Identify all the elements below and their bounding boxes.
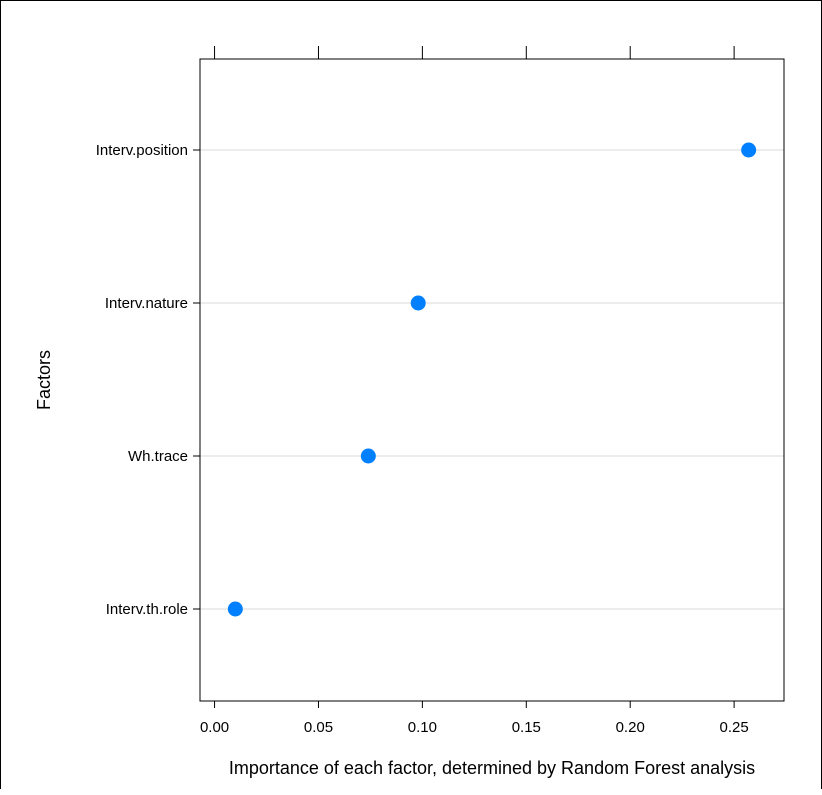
y-axis-tick-labels: Interv.position Interv.nature Wh.trace Inte… [96, 142, 188, 618]
x-tick-label: 0.00 [200, 719, 229, 736]
data-point [360, 448, 376, 464]
x-tick-label: 0.05 [304, 719, 333, 736]
plot-area-frame [199, 58, 785, 702]
y-axis-title: Factors [34, 350, 54, 410]
x-axis-tick-labels: 0.00 0.05 0.10 0.15 0.20 0.25 [200, 719, 749, 736]
x-axis-ticks [214, 46, 735, 708]
y-tick-label: Interv.th.role [106, 601, 188, 618]
x-tick-label: 0.10 [408, 719, 437, 736]
y-tick-label: Interv.nature [105, 295, 188, 312]
x-tick-label: 0.15 [512, 719, 541, 736]
data-point [227, 601, 243, 617]
x-axis-title: Importance of each factor, determined by… [229, 758, 755, 778]
x-tick-label: 0.25 [720, 719, 749, 736]
data-points [227, 142, 757, 617]
data-point [741, 142, 757, 158]
gridlines [193, 149, 784, 610]
data-point [410, 295, 426, 311]
y-tick-label: Wh.trace [128, 448, 188, 465]
y-tick-label: Interv.position [96, 142, 188, 159]
x-tick-label: 0.20 [616, 719, 645, 736]
